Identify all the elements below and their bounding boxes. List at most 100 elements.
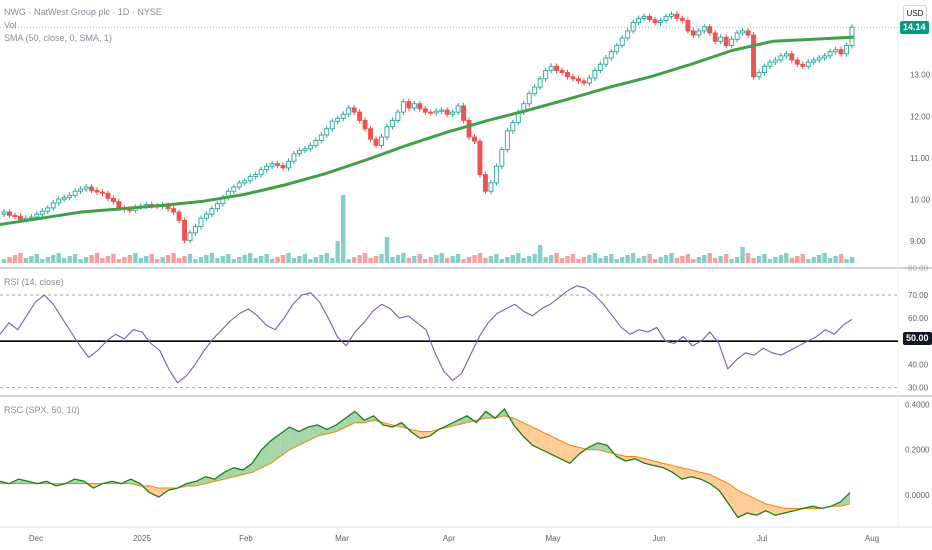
rsc-fill-segment (205, 476, 215, 484)
candle (351, 107, 357, 113)
candle (280, 164, 286, 169)
volume-bar (444, 258, 450, 263)
volume-bar (149, 254, 154, 263)
volume-bar (187, 254, 193, 263)
candle (630, 22, 636, 32)
volume-bar (324, 253, 329, 263)
volume-bar (691, 259, 696, 263)
volume-bar (373, 256, 379, 263)
volume-bar (696, 257, 702, 263)
candle (833, 49, 839, 53)
sma-legend[interactable]: SMA (50, close, 0, SMA, 1) (4, 33, 113, 43)
candle (171, 208, 177, 213)
volume-bar (94, 253, 100, 263)
candle (679, 17, 685, 21)
volume-bar (395, 255, 401, 263)
volume-bar (29, 256, 34, 263)
volume-bar (718, 256, 723, 263)
volume-bar (674, 258, 680, 263)
candle (439, 109, 445, 112)
volume-bar (45, 257, 50, 263)
volume-bar (461, 259, 466, 263)
candle (608, 51, 614, 59)
candle (209, 208, 215, 215)
candle (7, 211, 12, 216)
volume-bar (795, 256, 800, 263)
price-axis-label: 11.00 (910, 154, 930, 163)
volume-bar (390, 257, 395, 263)
volume-bar (379, 254, 384, 263)
candle (707, 26, 713, 34)
rsc-axis-label: 0.0000 (905, 491, 930, 500)
volume-bar (713, 258, 718, 263)
candle (696, 30, 702, 36)
volume-bar (844, 259, 849, 263)
volume-bar (516, 253, 521, 263)
candle (466, 119, 472, 138)
candle (783, 53, 789, 57)
volume-bar (72, 254, 78, 263)
candle (105, 192, 111, 199)
volume-legend[interactable]: Vol (4, 20, 17, 30)
volume-bar (7, 257, 12, 263)
volume-bar (357, 255, 362, 263)
rsc-fill-segment (663, 463, 673, 473)
volume-bar (849, 257, 855, 263)
rsc-fill-segment (551, 436, 561, 459)
candle (532, 86, 538, 94)
rsc-fill-segment (747, 494, 757, 516)
candle (772, 59, 778, 63)
volume-bar (275, 257, 280, 263)
rsc-fill-segment (280, 427, 290, 457)
volume-bar (116, 259, 122, 263)
rsc-fill-segment (523, 422, 533, 446)
candle (428, 111, 434, 114)
rsc-fill-segment (719, 479, 729, 504)
candle (411, 103, 417, 109)
price-axis-label: 9.00 (910, 237, 926, 246)
candle (499, 149, 505, 167)
volume-bar (505, 257, 510, 263)
candle (778, 55, 784, 61)
candle (504, 130, 510, 151)
candle (39, 210, 45, 215)
volume-bar (625, 255, 630, 263)
volume-bar (434, 255, 439, 263)
volume-bar (778, 255, 784, 263)
candle (455, 105, 461, 113)
volume-bar (477, 253, 483, 263)
rsc-fill-segment (317, 424, 327, 437)
time-axis-label: Jul (757, 534, 767, 543)
candle (734, 32, 740, 40)
rsc-legend[interactable]: RSC (SPX, 50, 10) (4, 405, 80, 415)
volume-bar (641, 256, 647, 263)
volume-bar (226, 254, 231, 263)
candle (625, 30, 631, 39)
candle (477, 140, 483, 176)
rsc-fill-segment (289, 427, 299, 450)
volume-bar (302, 254, 308, 263)
candle (67, 194, 73, 198)
volume-bar (237, 257, 242, 263)
volume-bar (450, 256, 455, 263)
volume-bar (269, 259, 275, 263)
candle (318, 134, 324, 141)
volume-bar (800, 254, 805, 263)
rsc-fill-segment (224, 467, 234, 480)
volume-bar (543, 257, 548, 263)
volume-bar (247, 253, 253, 263)
candle (291, 153, 297, 162)
rsc-fill-segment (149, 485, 159, 498)
candle (269, 163, 275, 167)
candle (78, 188, 84, 192)
volume-bar (702, 255, 707, 263)
volume-bar (636, 258, 641, 263)
volume-bar (483, 258, 488, 263)
rsi-legend[interactable]: RSI (14, close) (4, 277, 64, 287)
symbol-legend[interactable]: NWG · NatWest Group plc · 1D · NYSE (4, 7, 162, 17)
rsc-fill-segment (737, 490, 748, 518)
volume-bar (40, 259, 45, 263)
volume-bar (773, 257, 778, 263)
volume-bars (1, 195, 855, 263)
